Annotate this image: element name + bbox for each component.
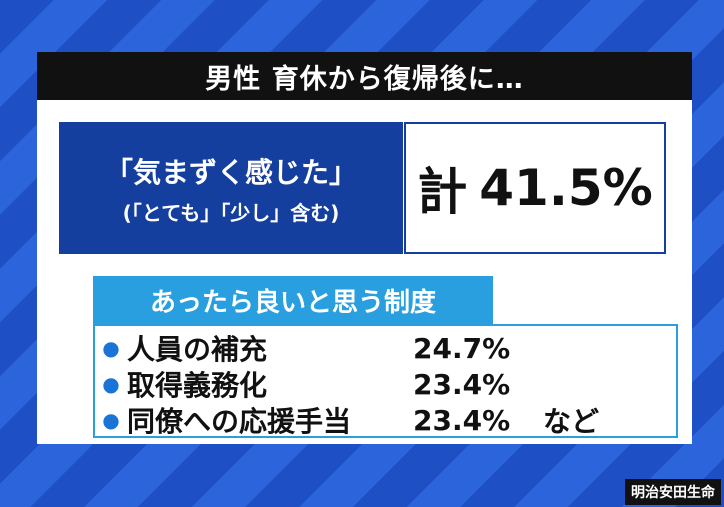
total-value: 41.5% (479, 159, 653, 217)
bullet-icon: ● (102, 372, 120, 396)
systems-heading: あったら良いと思う制度 (93, 276, 493, 324)
item-value: 24.7% (413, 331, 511, 365)
list-item: ● 同僚への応援手当 23.4% など (95, 402, 676, 439)
item-value: 23.4% (413, 403, 511, 437)
systems-heading-text: あったら良いと思う制度 (149, 287, 436, 318)
bullet-icon: ● (102, 336, 120, 360)
title-bar: 男性 育休から復帰後に… (37, 52, 692, 100)
bullet-icon: ● (102, 408, 120, 432)
total-prefix: 計 (417, 163, 468, 221)
feeling-label: 「気まずく感じた」 (104, 155, 357, 189)
page-title: 男性 育休から復帰後に… (205, 63, 524, 95)
item-value: 23.4% (413, 367, 511, 401)
feeling-label-box: 「気まずく感じた」 (「とても」「少し」含む) (59, 122, 403, 254)
list-item: ● 取得義務化 23.4% (95, 366, 676, 403)
item-label: 人員の補充 (127, 333, 268, 366)
infographic-panel: 男性 育休から復帰後に… 「気まずく感じた」 (「とても」「少し」含む) 計 4… (37, 52, 692, 444)
item-label: 取得義務化 (127, 369, 268, 402)
systems-list: ● 人員の補充 24.7% ● 取得義務化 23.4% ● 同僚への応援手当 2… (93, 324, 678, 438)
item-suffix: など (543, 405, 600, 438)
list-item: ● 人員の補充 24.7% (95, 330, 676, 367)
source-label: 明治安田生命 (631, 485, 715, 501)
total-box: 計 41.5% (404, 122, 666, 254)
item-label: 同僚への応援手当 (127, 405, 352, 438)
source-badge: 明治安田生命 (625, 479, 721, 505)
feeling-sublabel: (「とても」「少し」含む) (122, 200, 340, 225)
